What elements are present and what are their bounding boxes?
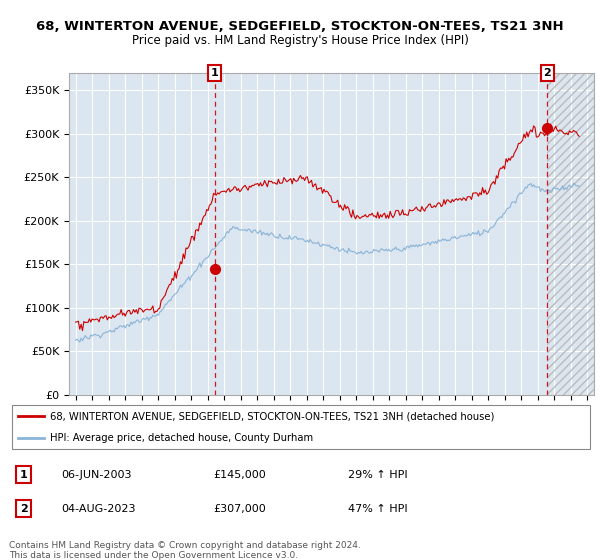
Text: Contains HM Land Registry data © Crown copyright and database right 2024.
This d: Contains HM Land Registry data © Crown c… [9,540,361,560]
Text: £307,000: £307,000 [214,504,266,514]
Text: 68, WINTERTON AVENUE, SEDGEFIELD, STOCKTON-ON-TEES, TS21 3NH (detached house): 68, WINTERTON AVENUE, SEDGEFIELD, STOCKT… [50,411,494,421]
Text: 2: 2 [20,504,28,514]
Text: £145,000: £145,000 [214,470,266,480]
Text: 1: 1 [211,68,218,78]
Bar [547,73,594,395]
Text: Price paid vs. HM Land Registry's House Price Index (HPI): Price paid vs. HM Land Registry's House … [131,34,469,46]
Text: 2: 2 [544,68,551,78]
Text: HPI: Average price, detached house, County Durham: HPI: Average price, detached house, Coun… [50,433,313,443]
Text: 06-JUN-2003: 06-JUN-2003 [62,470,132,480]
Text: 1: 1 [20,470,28,480]
FancyBboxPatch shape [12,405,590,449]
Text: 47% ↑ HPI: 47% ↑ HPI [348,504,408,514]
Text: 29% ↑ HPI: 29% ↑ HPI [348,470,408,480]
Text: 04-AUG-2023: 04-AUG-2023 [62,504,136,514]
Text: 68, WINTERTON AVENUE, SEDGEFIELD, STOCKTON-ON-TEES, TS21 3NH: 68, WINTERTON AVENUE, SEDGEFIELD, STOCKT… [36,20,564,32]
